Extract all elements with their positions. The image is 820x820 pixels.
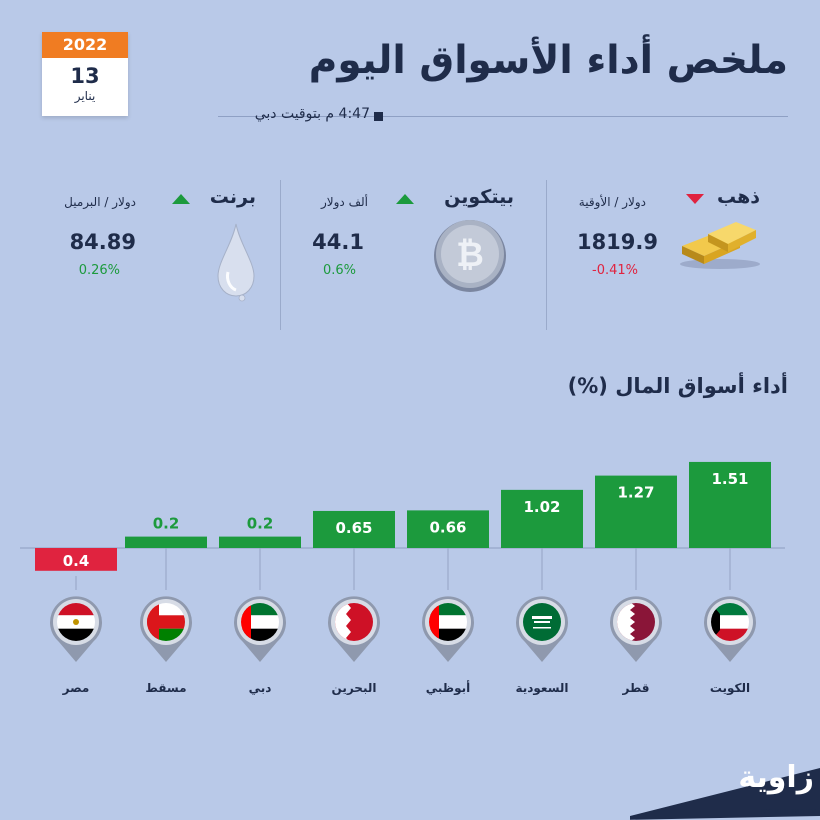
bar-value-label: 0.4 [63, 552, 90, 570]
commodity-brent: برنت دولار / البرميل 84.89 0.26% [40, 180, 270, 302]
market-performance-chart: 1.51 الكويت 1.27 قطر 1.02 السعودية 0.66 أبوظبي 0… [20, 461, 785, 696]
country-label: البحرين [332, 681, 377, 695]
up-arrow-icon [396, 194, 414, 204]
flag-oman-icon [147, 603, 185, 641]
bar-value-label: 0.66 [429, 518, 466, 536]
bar-2 [501, 489, 583, 548]
commodity-bitcoin: بيتكوين ألف دولار 44.1 0.6% ₿ [294, 180, 534, 300]
bar-6 [125, 536, 207, 548]
commodity-unit: دولار / الأوقية [578, 195, 646, 209]
date-month: يناير [74, 89, 96, 103]
date-year: 2022 [42, 32, 128, 58]
gold-bars-icon [680, 222, 760, 269]
bullet-icon [374, 112, 383, 121]
country-label: مصر [62, 681, 90, 695]
bar-0 [689, 461, 771, 548]
commodity-change: 0.6% [322, 263, 356, 278]
divider-line [218, 116, 788, 117]
date-card: 2022 13 يناير [42, 32, 128, 116]
country-label: أبوظبي [426, 680, 470, 696]
bar-value-label: 0.2 [153, 515, 180, 533]
bar-3 [407, 510, 489, 548]
flag-pin-icon [234, 596, 286, 662]
up-arrow-icon [172, 194, 190, 204]
oil-drop-icon [217, 223, 255, 302]
country-label: السعودية [515, 681, 568, 696]
bar-7 [35, 548, 117, 571]
flag-pin-icon [50, 596, 102, 662]
bar-value-label: 1.02 [523, 498, 560, 516]
section-title: أداء أسواق المال (%) [567, 374, 788, 398]
flag-saudi-icon [523, 603, 561, 641]
commodity-name: بيتكوين [444, 186, 514, 208]
bar-1 [595, 475, 677, 548]
flag-pin-icon [516, 596, 568, 662]
commodity-value: 1819.9 [576, 230, 658, 254]
flag-uae-icon [429, 603, 467, 641]
bitcoin-icon: ₿ [434, 220, 506, 292]
commodity-unit: ألف دولار [320, 195, 368, 209]
commodity-change: 0.26% [78, 263, 120, 278]
bar-4 [313, 510, 395, 548]
flag-pin-icon [422, 596, 474, 662]
commodity-value: 44.1 [312, 230, 364, 254]
brand-shape [620, 768, 820, 820]
flag-pin-icon [610, 596, 662, 662]
bar-value-label: 0.65 [335, 519, 372, 537]
country-label: قطر [621, 681, 649, 695]
time-row: 4:47 م بتوقيت دبي [218, 104, 788, 128]
commodity-name: برنت [209, 186, 256, 208]
time-text: 4:47 م بتوقيت دبي [254, 106, 370, 122]
brand-logo: زاوية [738, 760, 814, 795]
column-divider [280, 180, 281, 330]
country-label: مسقط [145, 681, 186, 695]
bar-5 [219, 536, 301, 548]
date-day: 13 [70, 64, 100, 88]
commodity-unit: دولار / البرميل [64, 195, 136, 209]
commodity-change: -0.41% [592, 263, 638, 278]
bar-value-label: 0.2 [247, 515, 274, 533]
flag-pin-icon [140, 596, 192, 662]
flag-qatar-icon [617, 603, 655, 641]
commodity-gold: ذهب دولار / الأوقية 1819.9 -0.41% [560, 180, 770, 300]
svg-text:₿: ₿ [456, 235, 484, 275]
commodity-value: 84.89 [69, 230, 136, 254]
brand: زاوية BY REFINITIV [620, 750, 820, 820]
commodity-name: ذهب [716, 186, 760, 208]
flag-bahrain-icon [335, 603, 373, 641]
flag-uae-icon [241, 603, 279, 641]
bar-value-label: 1.27 [617, 484, 654, 502]
column-divider [546, 180, 547, 330]
flag-pin-icon [328, 596, 380, 662]
flag-egypt-icon [57, 603, 95, 641]
bar-value-label: 1.51 [711, 470, 748, 488]
brand-sub: BY REFINITIV [761, 808, 816, 816]
country-label: دبي [249, 681, 272, 695]
page-title: ملخص أداء الأسواق اليوم [308, 38, 788, 83]
down-arrow-icon [686, 194, 704, 204]
country-label: الكويت [710, 681, 750, 696]
flag-pin-icon [704, 596, 756, 662]
